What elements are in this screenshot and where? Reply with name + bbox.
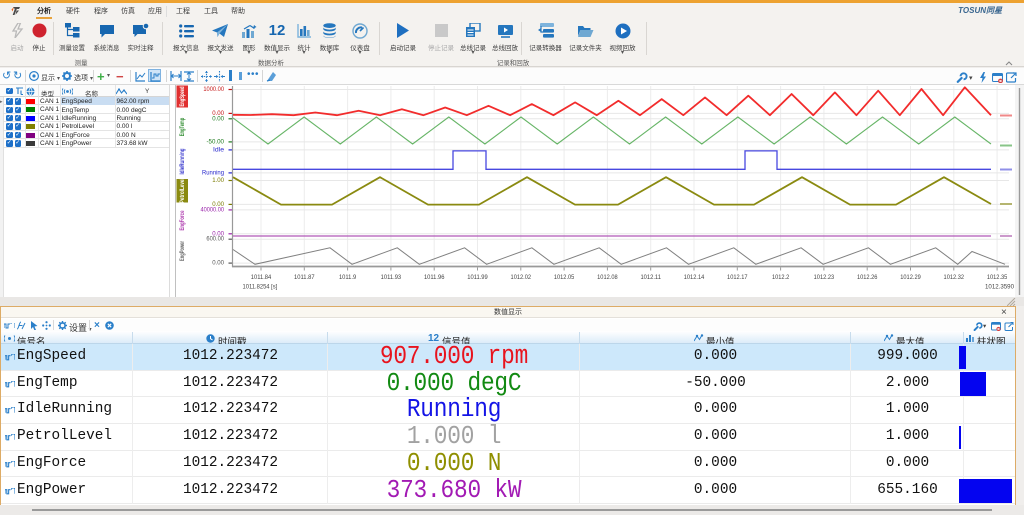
svg-text:1012.3590: 1012.3590 (985, 284, 1014, 291)
svg-text:1011.9: 1011.9 (339, 274, 357, 281)
svg-text:1011.93: 1011.93 (381, 274, 402, 281)
svg-text:1012.29: 1012.29 (900, 274, 921, 281)
svg-text:1011.99: 1011.99 (467, 274, 488, 281)
svg-text:1011.96: 1011.96 (424, 274, 445, 281)
svg-text:EngTemp: EngTemp (179, 118, 186, 137)
svg-text:1012.17: 1012.17 (727, 274, 748, 281)
svg-text:1012.26: 1012.26 (857, 274, 878, 281)
svg-text:-50.00: -50.00 (207, 138, 225, 145)
svg-text:1012.08: 1012.08 (597, 274, 618, 281)
svg-text:0.00: 0.00 (212, 201, 224, 208)
svg-text:1012.05: 1012.05 (554, 274, 575, 281)
svg-text:0.00: 0.00 (212, 230, 224, 237)
svg-text:IdleRunning: IdleRunning (179, 148, 186, 174)
svg-text:1012.23: 1012.23 (814, 274, 835, 281)
svg-text:0.00: 0.00 (212, 110, 224, 117)
svg-text:1012.35: 1012.35 (987, 274, 1008, 281)
svg-text:1012.2: 1012.2 (772, 274, 790, 281)
svg-text:1011.8254 [s]: 1011.8254 [s] (243, 284, 278, 291)
svg-text:PetrolLevel: PetrolLevel (179, 178, 186, 203)
svg-text:0.00: 0.00 (212, 260, 224, 267)
svg-text:600.00: 600.00 (206, 236, 224, 243)
svg-text:1000.00: 1000.00 (203, 86, 224, 93)
svg-text:1012.11: 1012.11 (640, 274, 661, 281)
svg-text:Running: Running (202, 169, 224, 176)
svg-text:40000.00: 40000.00 (201, 206, 225, 213)
svg-text:Idle: Idle (213, 146, 224, 153)
svg-text:0.00: 0.00 (212, 115, 224, 122)
svg-text:1012.32: 1012.32 (944, 274, 965, 281)
svg-text:1012.14: 1012.14 (684, 274, 705, 281)
svg-text:1.00: 1.00 (212, 177, 224, 184)
svg-text:1011.84: 1011.84 (251, 274, 272, 281)
svg-text:EngSpeed: EngSpeed (179, 86, 186, 106)
svg-text:EngPower: EngPower (179, 241, 186, 261)
svg-text:EngForce: EngForce (179, 210, 186, 230)
svg-text:1011.87: 1011.87 (294, 274, 315, 281)
svg-text:1012.02: 1012.02 (511, 274, 532, 281)
